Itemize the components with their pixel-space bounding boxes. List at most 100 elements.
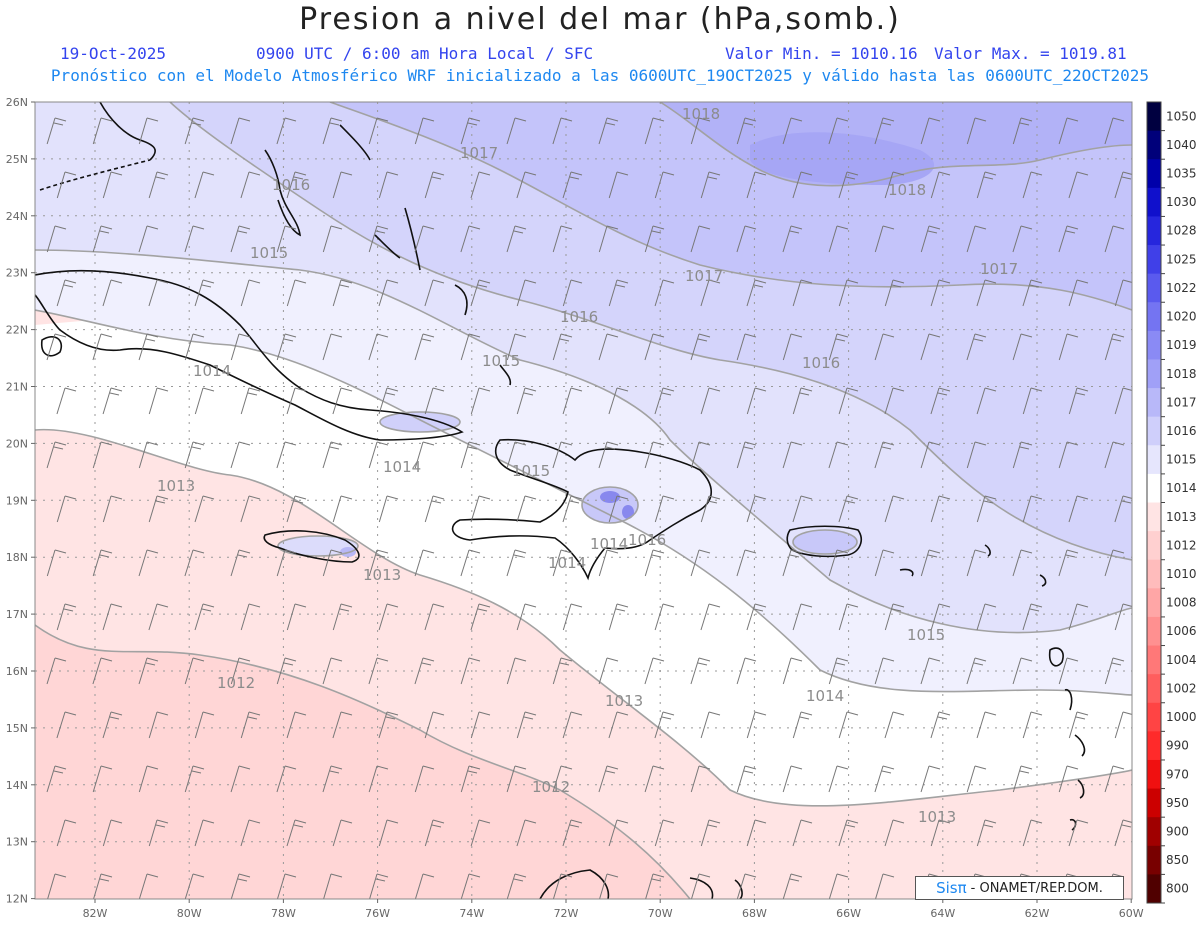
svg-text:1013: 1013 — [918, 808, 956, 826]
svg-text:1016: 1016 — [628, 531, 666, 549]
lon-label: 64W — [930, 907, 955, 920]
lat-label: 12N — [6, 893, 28, 906]
lon-label: 80W — [177, 907, 202, 920]
colorbar-swatch — [1147, 788, 1161, 818]
colorbar-swatch — [1147, 445, 1161, 475]
forecast-time: 0900 UTC / 6:00 am Hora Local / SFC — [256, 44, 594, 63]
lat-label: 18N — [6, 551, 28, 564]
max-value: Valor Max. = 1019.81 — [934, 44, 1127, 63]
svg-text:1013: 1013 — [157, 477, 195, 495]
svg-text:1014: 1014 — [548, 554, 586, 572]
svg-text:1012: 1012 — [217, 674, 255, 692]
longitude-labels: 82W 80W 78W 76W 74W 72W 70W 68W 66W 64W 62W 60W — [83, 899, 1144, 920]
lat-label: 19N — [6, 494, 28, 507]
colorbar-label: 800 — [1166, 882, 1189, 896]
lat-label: 22N — [6, 324, 28, 337]
colorbar-swatch — [1147, 874, 1161, 904]
colorbar-swatch — [1147, 759, 1161, 790]
latitude-labels: 26N 25N 24N 23N 22N 21N 20N 19N 18N 17N 16N 15N 14N 1… — [6, 96, 35, 906]
credit-box: Sisπ - ONAMET/REP.DOM. — [915, 876, 1124, 900]
colorbar-label: 1008 — [1166, 596, 1197, 610]
svg-text:1015: 1015 — [512, 462, 550, 480]
svg-text:1014: 1014 — [806, 687, 844, 705]
lat-label: 23N — [6, 267, 28, 280]
lat-label: 21N — [6, 381, 28, 394]
lat-lon-grid — [35, 102, 1132, 899]
colorbar-label: 1040 — [1166, 138, 1197, 152]
colorbar-swatch — [1147, 359, 1161, 389]
colorbar-label: 1030 — [1166, 195, 1197, 209]
colorbar-swatch — [1147, 102, 1161, 132]
svg-text:1017: 1017 — [685, 267, 723, 285]
lat-label: 17N — [6, 608, 28, 621]
pressure-high-jamaica — [278, 536, 358, 556]
colorbar-swatch — [1147, 330, 1161, 360]
lon-label: 78W — [271, 907, 296, 920]
svg-text:1015: 1015 — [482, 352, 520, 370]
colorbar-swatch — [1147, 645, 1161, 675]
lat-label: 15N — [6, 722, 28, 735]
svg-text:1016: 1016 — [560, 308, 598, 326]
colorbar-label: 950 — [1166, 796, 1189, 810]
colorbar-label: 990 — [1166, 739, 1189, 753]
colorbar-label: 1018 — [1166, 367, 1197, 381]
colorbar-swatch — [1147, 245, 1161, 275]
colorbar-label: 1020 — [1166, 310, 1197, 324]
isobar-labels: 1018 1017 1016 1018 1015 1017 1017 1016 … — [157, 105, 1018, 826]
lon-label: 60W — [1119, 907, 1144, 920]
min-value: Valor Min. = 1010.16 — [725, 44, 918, 63]
lon-label: 76W — [365, 907, 390, 920]
colorbar-swatch — [1147, 273, 1161, 303]
lat-label: 14N — [6, 779, 28, 792]
coastlines — [35, 102, 1086, 899]
colorbar-label: 1017 — [1166, 395, 1197, 409]
colorbar-label: 1019 — [1166, 338, 1197, 352]
svg-text:1015: 1015 — [250, 244, 288, 262]
svg-text:1013: 1013 — [605, 692, 643, 710]
colorbar-label: 1012 — [1166, 538, 1197, 552]
colorbar-swatch — [1147, 416, 1161, 446]
colorbar-label: 1050 — [1166, 109, 1197, 123]
colorbar-label: 970 — [1166, 767, 1189, 781]
lon-label: 72W — [554, 907, 579, 920]
colorbar-label: 1028 — [1166, 224, 1197, 238]
colorbar-swatch — [1147, 845, 1161, 875]
colorbar-swatch — [1147, 588, 1161, 618]
colorbar-label: 1035 — [1166, 167, 1197, 181]
lon-label: 66W — [836, 907, 861, 920]
colorbar-swatch — [1147, 302, 1161, 332]
lon-label: 82W — [83, 907, 108, 920]
lat-label: 24N — [6, 210, 28, 223]
pressure-high-puerto-rico — [793, 530, 857, 554]
svg-text:1018: 1018 — [682, 105, 720, 123]
lon-label: 62W — [1025, 907, 1050, 920]
lat-label: 26N — [6, 96, 28, 109]
colorbar-swatch — [1147, 187, 1161, 217]
lon-label: 74W — [459, 907, 484, 920]
colorbar-swatch — [1147, 531, 1161, 561]
colorbar-label: 1022 — [1166, 281, 1197, 295]
colorbar-label: 1025 — [1166, 252, 1197, 266]
colorbar-label: 1002 — [1166, 681, 1197, 695]
colorbar-label: 1015 — [1166, 453, 1197, 467]
colorbar-label: 1014 — [1166, 481, 1197, 495]
colorbar-label: 900 — [1166, 824, 1189, 838]
isobar-lines — [35, 102, 1132, 899]
colorbar-swatch — [1147, 817, 1161, 847]
svg-text:1013: 1013 — [363, 566, 401, 584]
pressure-band-low — [35, 625, 690, 899]
pressure-field: 1018 1017 1016 1018 1015 1017 1017 1016 … — [35, 102, 1132, 899]
lon-label: 68W — [742, 907, 767, 920]
colorbar-label: 1010 — [1166, 567, 1197, 581]
colorbar-swatch — [1147, 616, 1161, 647]
colorbar-swatch — [1147, 731, 1161, 761]
svg-text:1016: 1016 — [272, 176, 310, 194]
svg-text:1017: 1017 — [460, 144, 498, 162]
wind-barbs — [46, 117, 1132, 899]
svg-text:1012: 1012 — [532, 778, 570, 796]
lon-label: 70W — [648, 907, 673, 920]
colorbar-label: 1016 — [1166, 424, 1197, 438]
colorbar-swatch — [1147, 559, 1161, 589]
colorbar-swatch — [1147, 159, 1161, 189]
